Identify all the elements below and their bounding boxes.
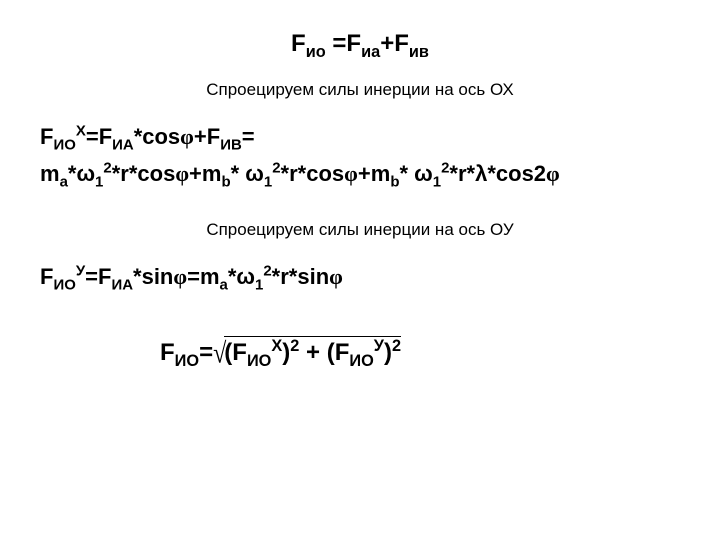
IO: ИО [53,136,75,153]
r2: r [289,161,298,186]
IA: ИА [112,136,134,153]
cos: cos [142,124,180,149]
IV: ИВ [220,136,242,153]
F: F [40,124,53,149]
final-equation: FИО=√(FИОХ)2 + (FИОУ)2 [40,336,680,367]
rp2: ) [384,339,392,366]
om2: ω [245,161,264,186]
om3: ω [414,161,433,186]
m1: m [40,161,60,186]
st2: * [112,161,121,186]
m3: m [371,161,391,186]
IO: ИО [175,352,199,370]
lp2: ( [327,339,335,366]
two2: 2 [272,159,280,176]
tw1: 2 [290,337,299,355]
one3: 1 [433,173,441,190]
formula-ox-line1: FИОХ=FИА*cosφ+FИВ= [40,122,680,153]
m: m [200,264,220,289]
IA: ИА [111,276,133,293]
sin1: sin [142,264,174,289]
lam: λ [475,161,487,186]
st10: * [487,161,496,186]
st4: * [231,161,240,186]
st6: * [298,161,307,186]
sym-eq: = [326,30,347,57]
caption-ox: Спроецируем силы инерции на ось ОХ [40,80,680,100]
m2: m [202,161,222,186]
sym-F2: F [346,30,361,57]
cos2b: cos2 [496,161,546,186]
IO3: ИО [349,352,373,370]
two: 2 [263,262,271,279]
IO: ИО [53,276,75,293]
sub-io: ио [306,43,326,61]
st7: * [399,161,408,186]
st8: * [449,161,458,186]
st3: * [272,264,281,289]
st5: * [281,161,290,186]
F2: F [99,124,112,149]
Y: У [76,262,85,279]
phi: φ [180,124,194,149]
F: F [160,339,175,366]
sub-iv: ив [409,43,429,61]
F: F [40,264,53,289]
eq: = [199,339,213,366]
plus: + [194,124,207,149]
F3: F [207,124,220,149]
cos1: cos [137,161,175,186]
Y: У [374,337,384,355]
X: Х [271,337,282,355]
phi1: φ [173,264,187,289]
F3: F [335,339,350,366]
caption-oy: Спроецируем силы инерции на ось ОУ [40,220,680,240]
F2: F [98,264,111,289]
st9: * [467,161,476,186]
radical-icon: √ [213,339,226,371]
eq: = [86,124,99,149]
phi1: φ [175,161,189,186]
title-equation: Fио =Fиа+Fив [40,30,680,58]
plus: + [299,339,326,366]
sym-plus: + [380,30,394,57]
cos2: cos [306,161,344,186]
a: a [220,276,228,293]
st1: * [133,264,142,289]
X: Х [76,123,86,140]
star: * [134,124,143,149]
pl1: + [189,161,202,186]
formula-oy: FИОУ=FИА*sinφ=ma*ω12*r*sinφ [40,262,680,293]
pl2: + [358,161,371,186]
tw2: 2 [392,337,401,355]
b1: b [221,173,230,190]
sub-ia: иа [361,43,380,61]
r3: r [458,161,467,186]
sin2: sin [297,264,329,289]
eq: = [85,264,98,289]
one2: 1 [264,173,272,190]
phi2: φ [329,264,343,289]
a1: a [60,173,68,190]
IO2: ИО [247,352,271,370]
formula-ox-line2: ma*ω12*r*cosφ+mb* ω12*r*cosφ+mb* ω12*r*λ… [40,159,680,190]
om: ω [236,264,255,289]
om1: ω [76,161,95,186]
sym-F3: F [394,30,409,57]
sym-F: F [291,30,306,57]
F2: F [232,339,247,366]
r: r [280,264,289,289]
phi2: φ [344,161,358,186]
phi3: φ [546,161,560,186]
eqend: = [242,124,255,149]
eq2: = [187,264,200,289]
r1: r [120,161,129,186]
sqrt-content: (FИОХ)2 + (FИОУ)2 [224,336,401,367]
two1: 2 [103,159,111,176]
